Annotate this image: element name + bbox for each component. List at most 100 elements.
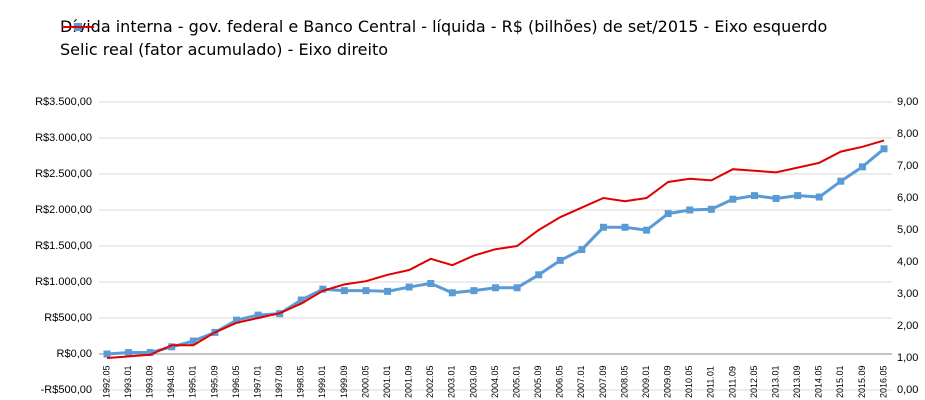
x-tick-label: 1993.09 — [145, 365, 155, 398]
y2-tick-label: 2,00 — [897, 320, 918, 332]
x-tick-label: 1997.09 — [274, 365, 284, 398]
marker — [643, 226, 651, 234]
marker — [405, 283, 413, 291]
x-tick-label: 2013.01 — [770, 365, 780, 398]
marker — [664, 210, 672, 218]
legend-key — [62, 26, 94, 28]
y-tick-label: R$3.000,00 — [35, 132, 92, 144]
marker — [880, 145, 888, 153]
x-tick-label: 2004.05 — [490, 365, 500, 398]
marker — [492, 284, 499, 292]
y-tick-label: R$0,00 — [57, 348, 92, 360]
x-tick-label: 2003.09 — [468, 365, 478, 398]
x-tick-label: 2013.09 — [792, 365, 802, 398]
marker — [168, 343, 176, 351]
marker — [470, 287, 478, 295]
legend-label: Selic real (fator acumulado) - Eixo dire… — [60, 40, 389, 59]
x-tick-label: 2009.01 — [641, 365, 651, 398]
x-tick-label: 2009.09 — [663, 365, 673, 398]
x-tick-label: 1997.01 — [252, 365, 262, 398]
x-tick-label: 1995.01 — [188, 365, 198, 398]
marker — [319, 285, 327, 293]
series-line — [106, 147, 885, 356]
y-tick-label: -R$500,00 — [41, 384, 92, 396]
marker — [233, 316, 240, 324]
y2-tick-label: 7,00 — [897, 160, 918, 172]
x-tick-label: 2005.09 — [533, 365, 543, 398]
marker — [297, 296, 305, 304]
marker — [751, 192, 758, 200]
y2-tick-label: 4,00 — [897, 256, 918, 268]
marker — [125, 349, 133, 357]
x-tick-label: 2011.09 — [727, 366, 737, 398]
x-tick-label: 2005.01 — [511, 365, 521, 398]
x-tick-label: 2012.05 — [749, 365, 759, 398]
y2-tick-label: 6,00 — [897, 192, 918, 204]
y2-tick-label: 9,00 — [897, 96, 918, 108]
y-tick-label: R$2.000,00 — [35, 204, 92, 216]
y-tick-label: R$1.000,00 — [35, 276, 92, 288]
legend-entry: Dívida interna - gov. federal e Banco Ce… — [60, 16, 890, 37]
marker — [254, 311, 262, 319]
marker — [427, 279, 435, 287]
x-tick-label: 2011.01 — [706, 366, 716, 398]
marker — [448, 289, 456, 297]
x-tick-label: 1995.09 — [209, 365, 219, 398]
x-tick-label: 1994.05 — [166, 365, 176, 398]
x-tick-label: 1999.01 — [317, 365, 327, 398]
marker — [578, 246, 586, 254]
x-tick-label: 2007.01 — [576, 365, 586, 398]
x-tick-label: 2015.01 — [835, 365, 845, 398]
y-tick-label: R$1.500,00 — [35, 240, 92, 252]
marker — [621, 223, 629, 231]
marker — [362, 287, 370, 295]
x-tick-label: 2003.01 — [447, 365, 457, 398]
marker — [729, 195, 737, 203]
legend: Dívida interna - gov. federal e Banco Ce… — [60, 16, 890, 62]
y-tick-label: R$2.500,00 — [35, 168, 92, 180]
marker — [794, 192, 802, 200]
marker — [513, 284, 521, 292]
x-tick-label: 2001.01 — [382, 365, 392, 398]
marker — [837, 177, 845, 185]
x-tick-label: 1993.01 — [123, 365, 133, 398]
marker — [556, 256, 564, 264]
x-tick-label: 2015.09 — [857, 365, 867, 398]
x-tick-label: 1999.09 — [339, 365, 349, 398]
marker — [146, 349, 154, 357]
x-tick-label: 2002.05 — [425, 365, 435, 398]
marker — [384, 287, 392, 295]
marker — [189, 337, 197, 345]
y2-tick-label: 0,00 — [897, 384, 918, 396]
marker — [535, 271, 543, 279]
marker — [772, 194, 780, 202]
x-tick-label: 2014.05 — [814, 365, 824, 398]
x-tick-label: 2008.05 — [619, 365, 629, 398]
legend-label: Dívida interna - gov. federal e Banco Ce… — [60, 17, 828, 36]
x-tick-label: 2007.09 — [598, 365, 608, 398]
marker — [103, 350, 111, 358]
marker — [686, 206, 694, 214]
marker — [599, 223, 607, 231]
marker — [707, 205, 715, 213]
y-tick-label: R$500,00 — [44, 312, 92, 324]
marker — [340, 287, 348, 295]
x-tick-label: 2000.05 — [360, 365, 370, 398]
y-tick-label: R$3.500,00 — [35, 96, 92, 108]
x-tick-label: 1998.05 — [296, 365, 306, 398]
legend-entry: Selic real (fator acumulado) - Eixo dire… — [60, 26, 890, 60]
y2-tick-label: 5,00 — [897, 224, 918, 236]
marker — [815, 193, 823, 201]
y2-tick-label: 1,00 — [897, 352, 918, 364]
x-tick-label: 1996.05 — [231, 365, 241, 398]
x-tick-label: 2001.09 — [404, 365, 414, 398]
y2-tick-label: 3,00 — [897, 288, 918, 300]
y2-tick-label: 8,00 — [897, 128, 918, 140]
series-line — [106, 139, 885, 359]
x-tick-label: 1992.05 — [101, 365, 111, 398]
x-tick-label: 2010.05 — [684, 365, 694, 398]
marker — [858, 163, 866, 171]
x-tick-label: 2016.05 — [878, 365, 888, 398]
